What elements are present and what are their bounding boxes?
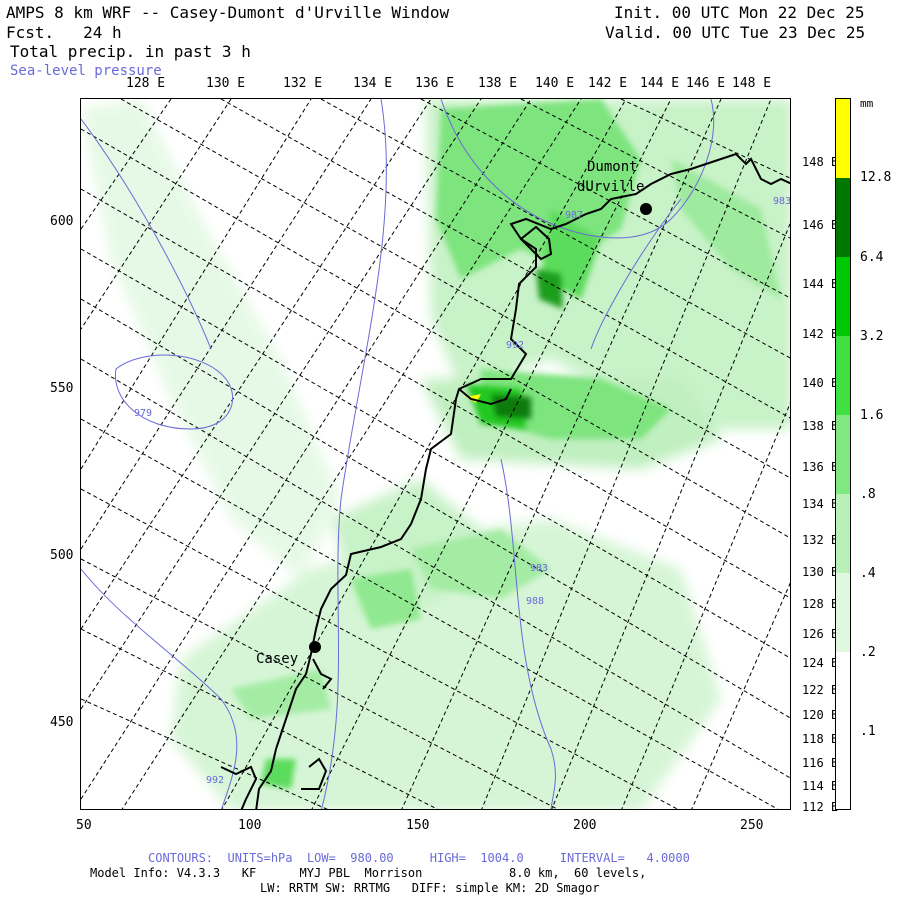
latlon-grid bbox=[81, 99, 790, 809]
contour-label: 987 bbox=[565, 210, 584, 221]
legend-swatch bbox=[836, 494, 850, 573]
y-tick-label: 550 bbox=[50, 381, 74, 396]
right-lon-label: 146 E bbox=[802, 218, 839, 232]
coastline bbox=[220, 152, 790, 809]
legend-unit: mm bbox=[860, 97, 874, 110]
legend-swatch bbox=[836, 336, 850, 415]
model-info: Model Info: V4.3.3 KF MYJ PBL Morrison 8… bbox=[90, 866, 647, 880]
valid-time: Valid. 00 UTC Tue 23 Dec 25 bbox=[605, 23, 866, 42]
contour-label: 992 bbox=[506, 340, 525, 351]
legend-swatch bbox=[836, 178, 850, 257]
top-lon-label: 132 E bbox=[283, 76, 323, 91]
dumont-durville-station-marker[interactable] bbox=[640, 203, 652, 215]
top-lon-label: 140 E bbox=[535, 76, 575, 91]
top-lon-label: 134 E bbox=[353, 76, 393, 91]
physics-info: LW: RRTM SW: RRTMG DIFF: simple KM: 2D S… bbox=[260, 881, 600, 895]
right-lon-label: 134 E bbox=[802, 497, 839, 511]
right-lon-label: 122 E bbox=[802, 683, 839, 697]
right-lon-label: 140 E bbox=[802, 376, 839, 390]
y-tick-label: 600 bbox=[50, 214, 74, 229]
right-lon-label: 116 E bbox=[802, 756, 839, 770]
pressure-contours bbox=[81, 99, 715, 809]
top-lon-label: 142 E bbox=[588, 76, 628, 91]
right-lon-label: 138 E bbox=[802, 419, 839, 433]
x-tick-label: 250 bbox=[740, 818, 764, 833]
right-lon-label: 142 E bbox=[802, 327, 839, 341]
right-lon-label: 126 E bbox=[802, 627, 839, 641]
legend-swatch bbox=[836, 573, 850, 652]
right-lon-label: 144 E bbox=[802, 277, 839, 291]
right-lon-label: 124 E bbox=[802, 656, 839, 670]
right-lon-label: 128 E bbox=[802, 597, 839, 611]
legend-swatch bbox=[836, 99, 850, 178]
top-lon-label: 146 E bbox=[686, 76, 726, 91]
top-lon-label: 148 E bbox=[732, 76, 772, 91]
contour-label: 988 bbox=[526, 596, 545, 607]
contour-info: CONTOURS: UNITS=hPa LOW= 980.00 HIGH= 10… bbox=[148, 851, 690, 865]
precip-field-medium bbox=[231, 99, 781, 789]
legend-level-label: 6.4 bbox=[860, 250, 884, 265]
casey-label: Casey bbox=[256, 651, 299, 667]
right-lon-label: 136 E bbox=[802, 460, 839, 474]
right-lon-label: 118 E bbox=[802, 732, 839, 746]
legend-level-label: .1 bbox=[860, 724, 876, 739]
right-lon-label: 130 E bbox=[802, 565, 839, 579]
top-lon-label: 138 E bbox=[478, 76, 518, 91]
top-lon-label: 130 E bbox=[206, 76, 246, 91]
x-tick-label: 150 bbox=[406, 818, 430, 833]
right-lon-label: 112 E bbox=[802, 800, 839, 814]
y-tick-label: 450 bbox=[50, 715, 74, 730]
legend-swatch bbox=[836, 415, 850, 494]
top-lon-label: 144 E bbox=[640, 76, 680, 91]
dumont-label-line2: dUrville bbox=[577, 179, 645, 195]
legend-level-label: .8 bbox=[860, 487, 876, 502]
right-lon-label: 132 E bbox=[802, 533, 839, 547]
map-canvas bbox=[81, 99, 790, 809]
legend-level-label: 1.6 bbox=[860, 408, 884, 423]
casey-station-marker[interactable] bbox=[309, 641, 321, 653]
overlay-name: Sea-level pressure bbox=[10, 63, 162, 79]
x-tick-label: 200 bbox=[573, 818, 597, 833]
legend-swatch bbox=[836, 257, 850, 336]
field-name: Total precip. in past 3 h bbox=[10, 42, 251, 61]
right-lon-label: 114 E bbox=[802, 779, 839, 793]
precip-map[interactable] bbox=[80, 98, 791, 810]
x-tick-label: 50 bbox=[76, 818, 92, 833]
legend-level-label: 12.8 bbox=[860, 170, 892, 185]
contour-label: 992 bbox=[206, 775, 225, 786]
y-tick-label: 500 bbox=[50, 548, 74, 563]
contour-label: 983 bbox=[773, 196, 792, 207]
top-lon-label: 136 E bbox=[415, 76, 455, 91]
legend-swatch bbox=[836, 652, 850, 809]
legend-level-label: .4 bbox=[860, 566, 876, 581]
map-title: AMPS 8 km WRF -- Casey-Dumont d'Urville … bbox=[6, 3, 450, 22]
right-lon-label: 120 E bbox=[802, 708, 839, 722]
precip-legend-bar bbox=[835, 98, 851, 810]
contour-label: 983 bbox=[530, 563, 549, 574]
legend-level-label: 3.2 bbox=[860, 329, 884, 344]
x-tick-label: 100 bbox=[238, 818, 262, 833]
right-lon-label: 148 E bbox=[802, 155, 839, 169]
contour-label: 979 bbox=[134, 408, 153, 419]
top-lon-label: 128 E bbox=[126, 76, 166, 91]
dumont-label-line1: Dumont bbox=[587, 159, 638, 175]
init-time: Init. 00 UTC Mon 22 Dec 25 bbox=[614, 3, 865, 22]
legend-level-label: .2 bbox=[860, 645, 876, 660]
forecast-hour: Fcst. 24 h bbox=[6, 23, 122, 42]
